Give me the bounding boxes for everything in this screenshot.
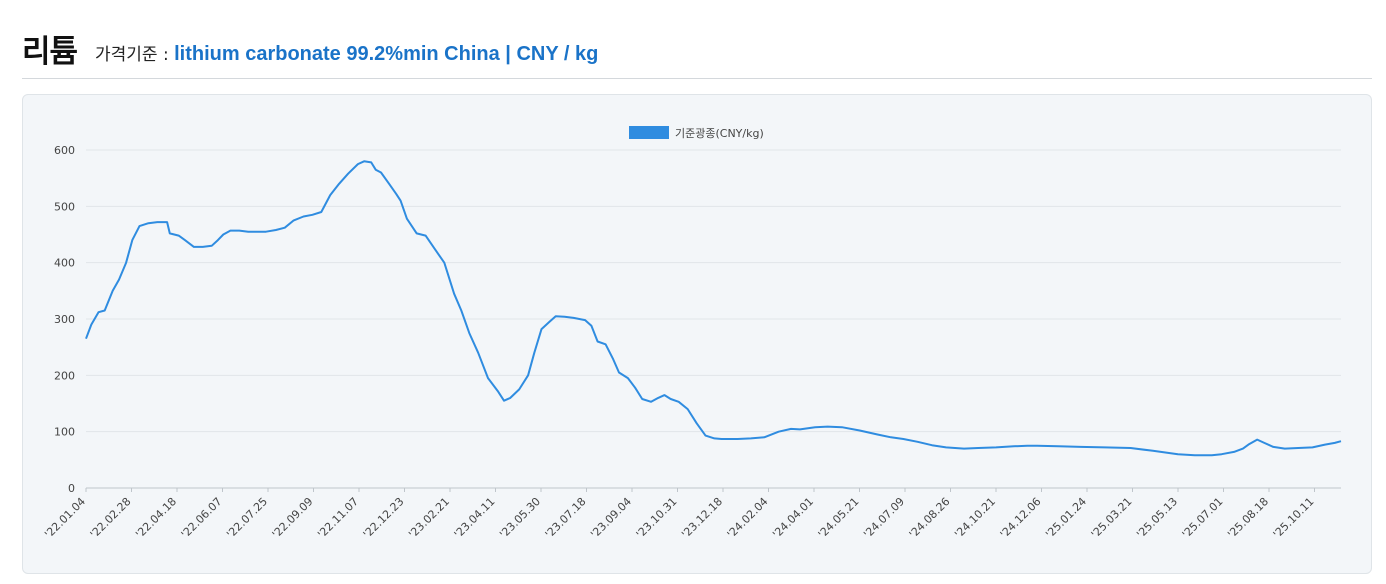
x-tick-label: '25.01.24 <box>1043 495 1089 541</box>
x-tick-label: '23.05.30 <box>497 495 543 541</box>
legend-label: 기준광종(CNY/kg) <box>675 127 764 140</box>
x-tick-label: '23.12.18 <box>679 495 725 541</box>
x-tick-label: '24.02.04 <box>725 495 771 541</box>
x-tick-label: '22.01.04 <box>42 495 88 541</box>
line-chart: 0100200300400500600'22.01.04'22.02.28'22… <box>42 126 1342 541</box>
x-tick-label: '22.07.25 <box>224 495 270 541</box>
x-tick-label: '23.09.04 <box>588 495 634 541</box>
x-tick-label: '22.11.07 <box>315 495 361 541</box>
y-tick-label: 600 <box>54 144 75 157</box>
x-tick-label: '24.05.21 <box>816 495 862 541</box>
x-tick-label: '25.10.11 <box>1271 495 1317 541</box>
x-tick-label: '24.12.06 <box>998 495 1044 541</box>
x-tick-label: '22.04.18 <box>133 495 179 541</box>
x-tick-label: '22.12.23 <box>361 495 407 541</box>
page-title: 리튬 <box>22 34 78 70</box>
x-tick-label: '23.10.31 <box>634 495 680 541</box>
price-basis: 가격기준 : lithium carbonate 99.2%min China … <box>95 40 598 66</box>
x-tick-label: '25.05.13 <box>1134 495 1180 541</box>
x-tick-label: '23.04.11 <box>452 495 498 541</box>
y-tick-label: 0 <box>68 482 75 495</box>
page-header: 리튬 가격기준 : lithium carbonate 99.2%min Chi… <box>22 22 1372 79</box>
price-basis-label: 가격기준 : <box>95 45 169 65</box>
x-tick-label: '24.04.01 <box>770 495 816 541</box>
x-tick-label: '22.09.09 <box>270 495 316 541</box>
y-tick-label: 300 <box>54 313 75 326</box>
price-basis-value: lithium carbonate 99.2%min China | CNY /… <box>174 43 599 65</box>
x-tick-label: '24.08.26 <box>907 495 953 541</box>
legend-swatch <box>629 126 669 139</box>
x-tick-label: '22.02.28 <box>88 495 134 541</box>
x-tick-label: '23.07.18 <box>543 495 589 541</box>
x-tick-label: '23.02.21 <box>406 495 452 541</box>
x-tick-label: '24.10.21 <box>952 495 998 541</box>
y-tick-label: 200 <box>54 369 75 382</box>
x-tick-label: '22.06.07 <box>179 495 225 541</box>
x-tick-label: '25.03.21 <box>1089 495 1135 541</box>
y-tick-label: 400 <box>54 257 75 270</box>
y-tick-label: 500 <box>54 200 75 213</box>
series-line <box>85 160 1342 457</box>
y-tick-label: 100 <box>54 426 75 439</box>
x-tick-label: '24.07.09 <box>861 495 907 541</box>
x-tick-label: '25.07.01 <box>1180 495 1226 541</box>
chart-card: 0 100 200 300 400 500 600'22.01.04'22.02.28'22… <box>22 94 1372 574</box>
x-tick-label: '25.08.18 <box>1225 495 1271 541</box>
